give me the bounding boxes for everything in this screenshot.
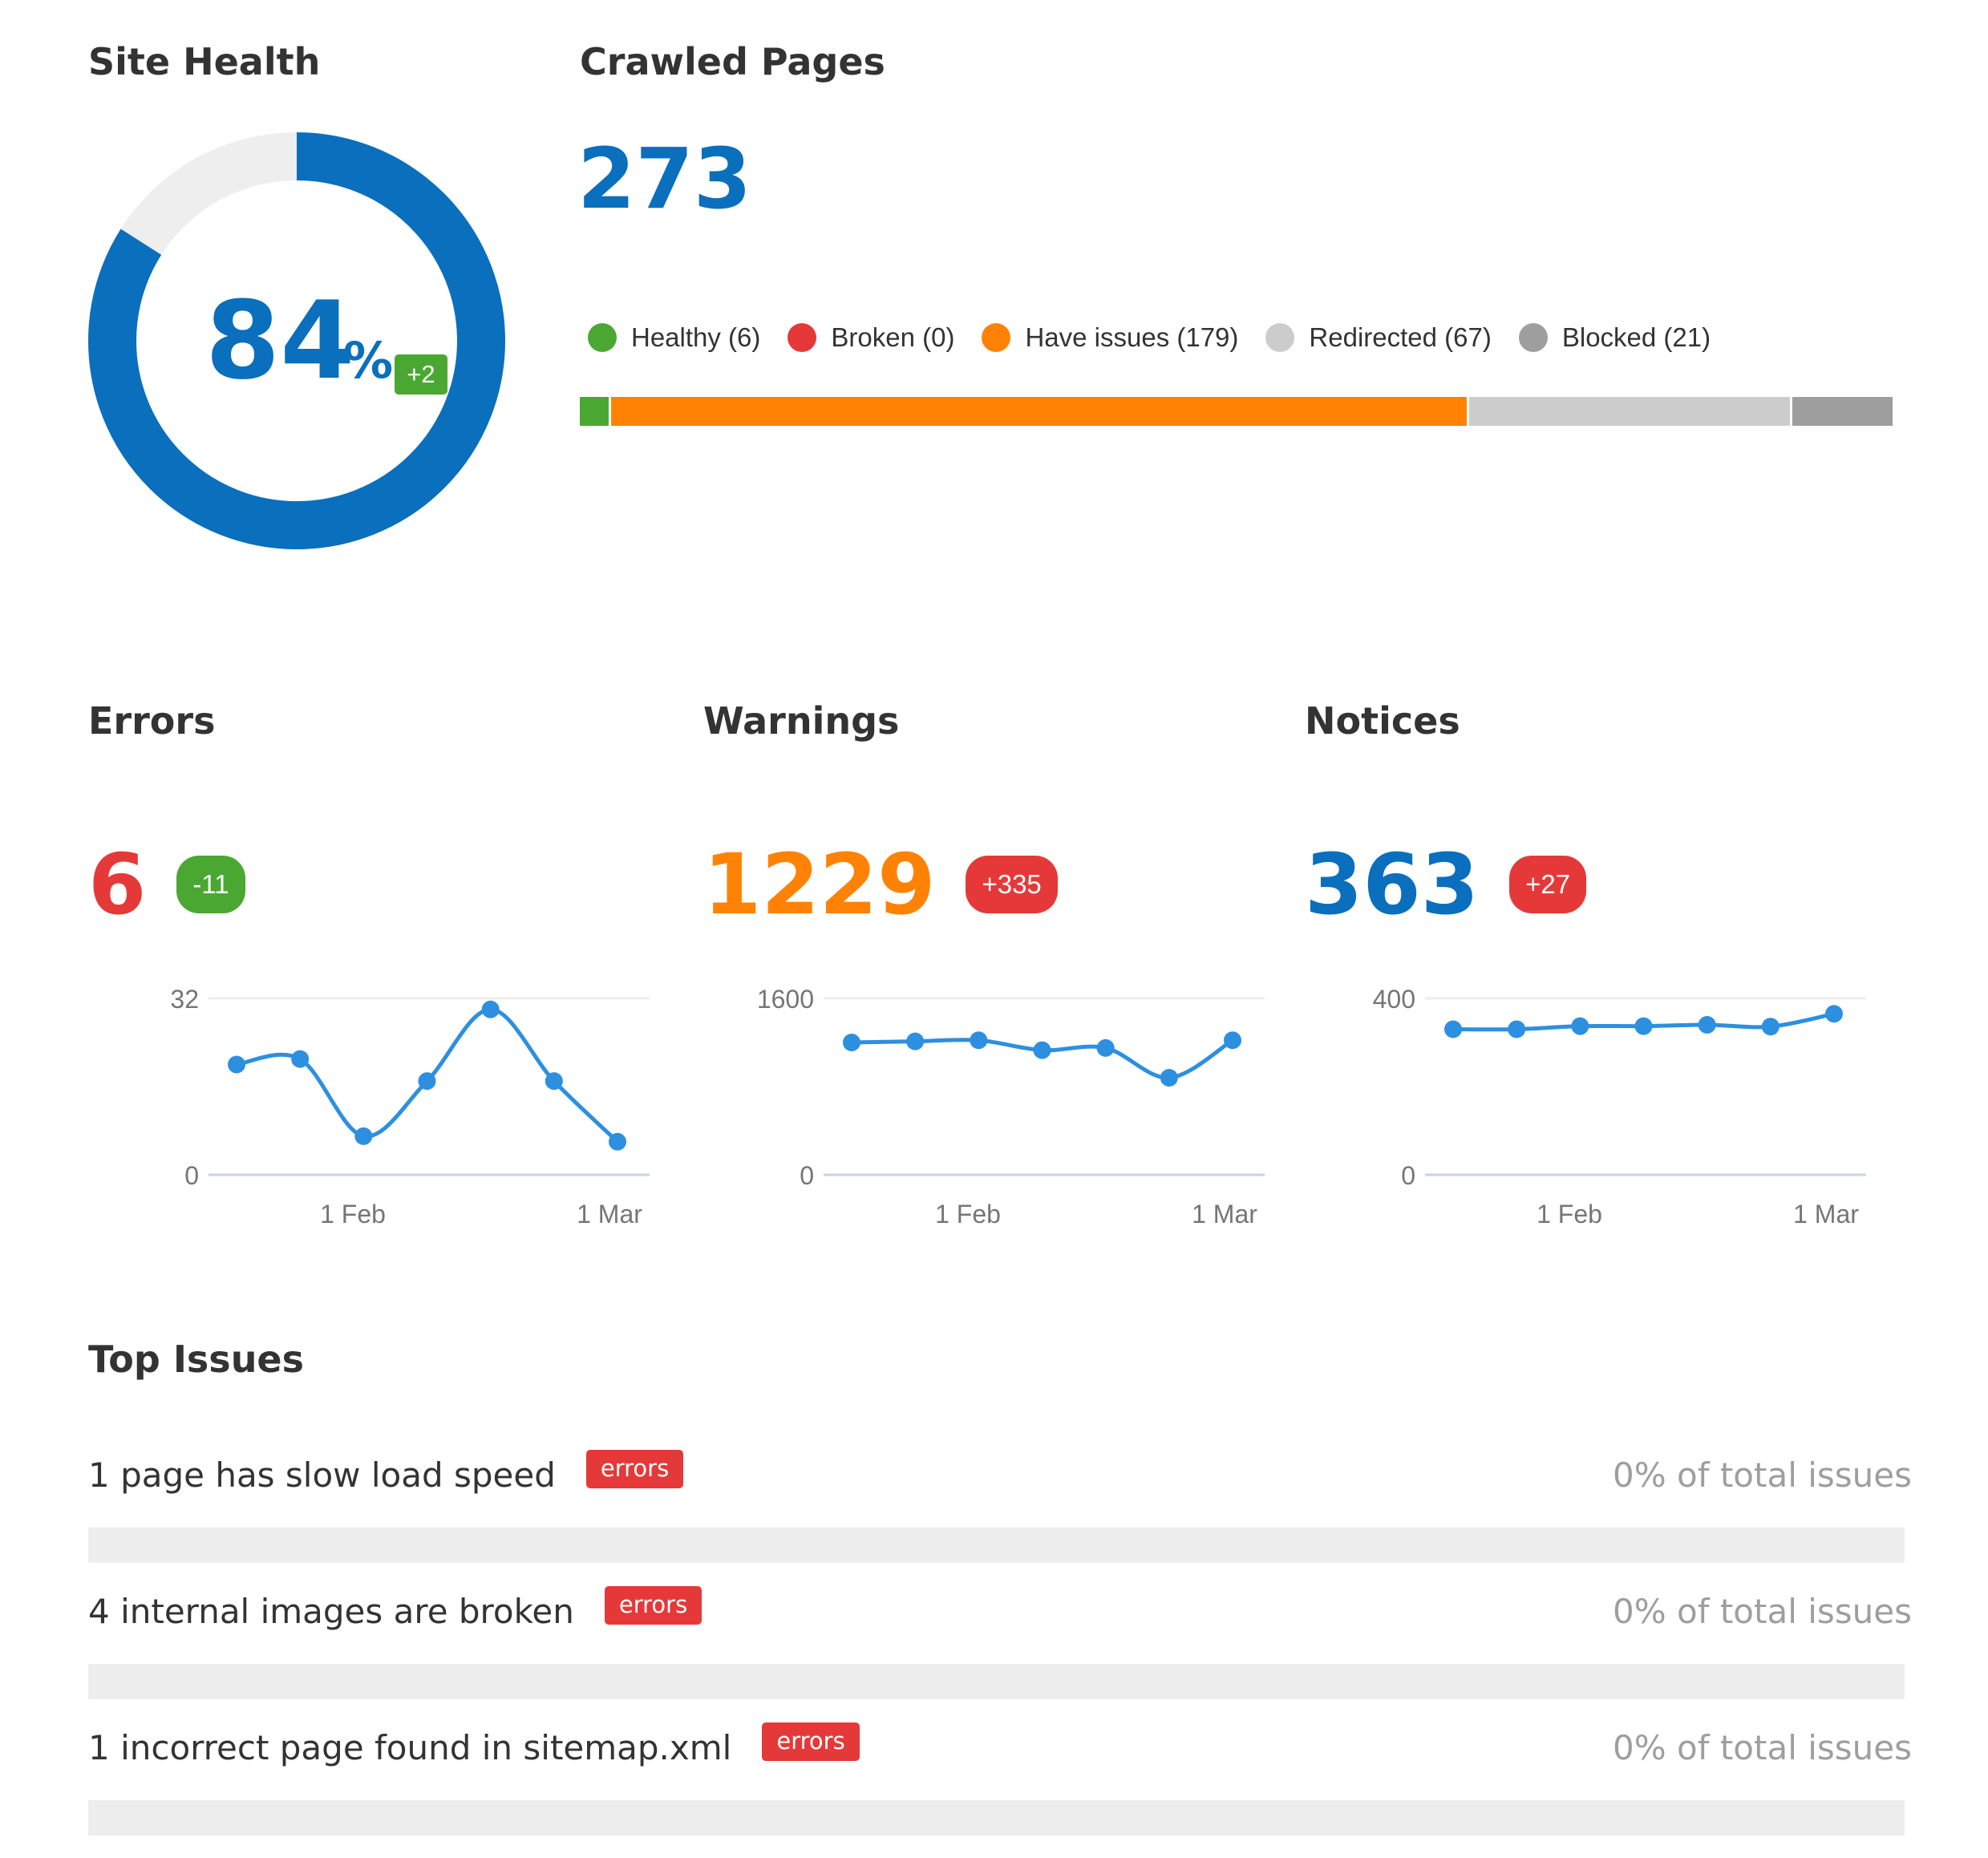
issue-link[interactable]: 4 internal images are broken bbox=[88, 1592, 574, 1631]
issue-row: 1 page has slow load speed errors bbox=[88, 1449, 684, 1495]
data-point[interactable] bbox=[1508, 1020, 1526, 1038]
data-point[interactable] bbox=[228, 1055, 245, 1074]
crawled-pages-bar bbox=[580, 397, 1893, 426]
legend-dot-icon bbox=[788, 323, 817, 352]
y-tick-label: 0 bbox=[184, 1161, 199, 1190]
data-point[interactable] bbox=[906, 1032, 925, 1050]
x-tick-label: 1 Feb bbox=[320, 1200, 386, 1227]
metric-value: 6 bbox=[88, 836, 147, 933]
metric-delta-badge: +335 bbox=[966, 856, 1058, 913]
site-health-delta-badge: +2 bbox=[395, 354, 447, 395]
legend-item[interactable]: Broken (0) bbox=[788, 322, 954, 353]
y-tick-label: 1600 bbox=[757, 985, 814, 1014]
data-point[interactable] bbox=[1033, 1041, 1051, 1059]
data-point[interactable] bbox=[291, 1050, 310, 1068]
legend-label: Redirected (67) bbox=[1309, 322, 1492, 352]
data-point[interactable] bbox=[1444, 1020, 1462, 1038]
legend-label: Blocked (21) bbox=[1561, 322, 1711, 352]
x-tick-label: 1 Mar bbox=[1192, 1200, 1257, 1227]
bar-segment[interactable] bbox=[580, 397, 611, 426]
issue-share-bar bbox=[88, 1800, 1905, 1836]
legend-item[interactable]: Healthy (6) bbox=[588, 322, 760, 353]
issue-type-tag: errors bbox=[762, 1722, 860, 1761]
y-tick-label: 0 bbox=[1401, 1161, 1415, 1190]
data-point[interactable] bbox=[1096, 1038, 1115, 1057]
y-tick-label: 0 bbox=[800, 1161, 814, 1190]
metric-value: 1229 bbox=[703, 836, 936, 933]
site-health-title: Site Health bbox=[88, 40, 321, 83]
legend-item[interactable]: Redirected (67) bbox=[1265, 322, 1492, 353]
legend-dot-icon bbox=[1265, 323, 1295, 352]
data-point[interactable] bbox=[481, 1000, 500, 1018]
bar-segment[interactable] bbox=[610, 397, 1470, 426]
data-point[interactable] bbox=[970, 1031, 988, 1050]
y-tick-label: 32 bbox=[170, 985, 199, 1014]
bar-segment[interactable] bbox=[1792, 397, 1893, 426]
data-point[interactable] bbox=[354, 1127, 373, 1145]
metric-value: 363 bbox=[1305, 836, 1480, 933]
issue-link[interactable]: 1 page has slow load speed bbox=[88, 1455, 556, 1495]
data-point[interactable] bbox=[1698, 1016, 1716, 1034]
data-point[interactable] bbox=[418, 1072, 436, 1091]
legend-label: Healthy (6) bbox=[631, 322, 761, 352]
data-point[interactable] bbox=[1160, 1069, 1178, 1087]
issue-share: 0% of total issues bbox=[1613, 1455, 1912, 1495]
legend-dot-icon bbox=[588, 323, 617, 352]
metric-delta-badge: -11 bbox=[176, 856, 245, 913]
data-point[interactable] bbox=[1224, 1031, 1241, 1050]
data-point[interactable] bbox=[1825, 1005, 1843, 1023]
metric-value-row: 363 +27 bbox=[1305, 836, 1587, 933]
donut-value-arc bbox=[88, 132, 505, 549]
data-point[interactable] bbox=[843, 1034, 860, 1051]
data-point[interactable] bbox=[1761, 1018, 1779, 1036]
crawled-pages-count: 273 bbox=[577, 130, 752, 228]
metric-delta-badge: +27 bbox=[1509, 856, 1587, 913]
issue-row: 1 incorrect page found in sitemap.xml err… bbox=[88, 1722, 860, 1767]
data-point[interactable] bbox=[1634, 1017, 1653, 1035]
issue-share-bar bbox=[88, 1664, 1905, 1699]
site-health-center: 84 % +2 bbox=[88, 132, 505, 549]
issue-type-tag: errors bbox=[585, 1449, 684, 1488]
site-health-value: 84 bbox=[205, 278, 355, 403]
data-point[interactable] bbox=[545, 1072, 563, 1091]
legend-label: Broken (0) bbox=[831, 322, 955, 352]
metric-line-chart: 400 0 1 Feb 1 Mar bbox=[1373, 985, 1866, 1227]
issue-share-bar bbox=[88, 1528, 1905, 1563]
metric-title: Notices bbox=[1305, 699, 1460, 743]
issue-share: 0% of total issues bbox=[1613, 1728, 1912, 1767]
legend-label: Have issues (179) bbox=[1025, 322, 1239, 352]
issue-link[interactable]: 1 incorrect page found in sitemap.xml bbox=[88, 1728, 732, 1767]
metric-line-chart: 1600 0 1 Feb 1 Mar bbox=[757, 985, 1265, 1227]
site-health-unit: % bbox=[343, 331, 394, 390]
metric-title: Warnings bbox=[703, 699, 900, 743]
x-tick-label: 1 Mar bbox=[577, 1200, 642, 1227]
legend-dot-icon bbox=[1518, 323, 1548, 352]
crawled-pages-title: Crawled Pages bbox=[580, 40, 885, 83]
issue-row: 4 internal images are broken errors bbox=[88, 1585, 702, 1631]
top-issues-title: Top Issues bbox=[88, 1338, 305, 1381]
metric-line-chart: 32 0 1 Feb 1 Mar bbox=[170, 985, 650, 1227]
issue-share: 0% of total issues bbox=[1613, 1592, 1912, 1631]
legend-item[interactable]: Have issues (179) bbox=[982, 322, 1238, 353]
x-tick-label: 1 Feb bbox=[935, 1200, 1001, 1227]
issue-type-tag: errors bbox=[604, 1585, 702, 1625]
site-health-donut bbox=[88, 132, 505, 549]
legend-item[interactable]: Blocked (21) bbox=[1518, 322, 1711, 353]
data-point[interactable] bbox=[609, 1132, 626, 1151]
metric-title: Errors bbox=[88, 699, 216, 743]
legend-dot-icon bbox=[982, 323, 1011, 352]
crawled-pages-legend: Healthy (6) Broken (0) Have issues (179) Re… bbox=[588, 322, 1738, 353]
metric-value-row: 6 -11 bbox=[88, 840, 245, 929]
bar-segment[interactable] bbox=[1469, 397, 1792, 426]
metric-value-row: 1229 +335 bbox=[703, 840, 1058, 929]
x-tick-label: 1 Feb bbox=[1537, 1200, 1602, 1227]
y-tick-label: 400 bbox=[1373, 985, 1415, 1014]
data-point[interactable] bbox=[1571, 1017, 1589, 1035]
x-tick-label: 1 Mar bbox=[1793, 1200, 1859, 1227]
